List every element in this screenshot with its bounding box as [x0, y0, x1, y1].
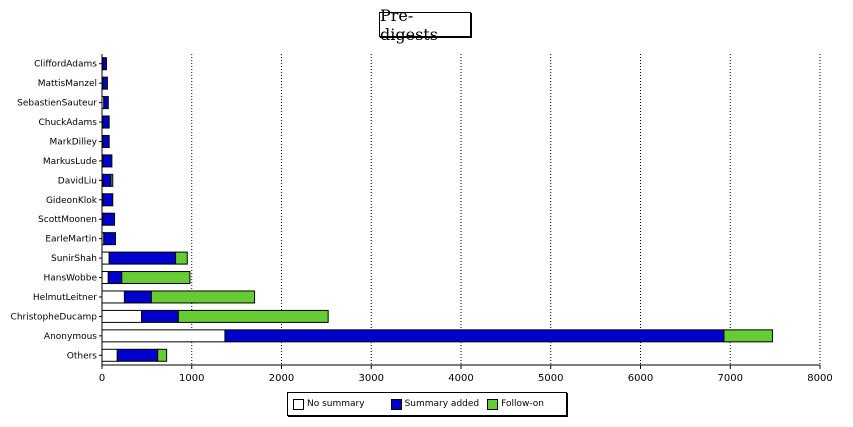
bar-Others-summary-added	[116, 348, 159, 362]
bar-ChristopheDucamp-no-summary	[101, 309, 142, 323]
legend-swatch-no-summary	[293, 398, 304, 410]
category-label: ScottMoonen	[38, 215, 97, 225]
bar-ScottMoonen-summary-added	[102, 212, 116, 226]
x-tick-label: 1000	[179, 373, 204, 384]
legend: No summary Summary added Follow-on	[287, 392, 567, 416]
bar-Others-follow-on	[157, 348, 168, 362]
grid-lines	[191, 54, 821, 365]
bar-Others-no-summary	[101, 348, 118, 362]
legend-label-summary-added: Summary added	[404, 399, 480, 409]
category-label: CliffordAdams	[34, 60, 97, 70]
legend-swatch-follow-on	[487, 398, 499, 410]
bar-DavidLiu-follow-on	[110, 173, 114, 187]
bar-HelmutLeitner-summary-added	[123, 290, 152, 304]
category-label: DavidLiu	[58, 176, 97, 186]
x-tick-labels: 0 1000 2000 3000 4000 5000 6000 7000 8000	[99, 373, 833, 384]
x-tick-label: 5000	[538, 373, 563, 384]
axes	[99, 54, 821, 369]
bar-MarkDilley-summary-added	[102, 134, 110, 148]
bar-MarkusLude-summary-added	[102, 154, 113, 168]
category-label: SunirShah	[51, 254, 97, 264]
legend-swatch-summary-added	[390, 398, 402, 410]
bar-HelmutLeitner-follow-on	[150, 290, 256, 304]
legend-item-no-summary: No summary	[293, 398, 365, 410]
bar-HansWobbe-no-summary	[101, 271, 109, 285]
category-label: MarkDilley	[50, 137, 98, 147]
category-label: MattisManzel	[38, 79, 97, 89]
bar-EarleMartin-summary-added	[103, 232, 116, 246]
bar-SebastienSauteur-summary-added	[103, 96, 109, 110]
bar-HansWobbe-follow-on	[121, 271, 191, 285]
bar-CliffordAdams-summary-added	[102, 57, 107, 71]
chart-title: Pre-digests	[379, 6, 471, 44]
legend-item-summary-added: Summary added	[390, 398, 480, 410]
category-label: ChristopheDucamp	[11, 312, 98, 322]
bar-SunirShah-no-summary	[101, 251, 110, 265]
category-label: ChuckAdams	[38, 118, 97, 128]
bar-Anonymous-follow-on	[723, 329, 773, 343]
bar-ChristopheDucamp-summary-added	[140, 309, 179, 323]
bar-ChristopheDucamp-follow-on	[177, 309, 329, 323]
bar-HelmutLeitner-no-summary	[101, 290, 125, 304]
category-label: EarleMartin	[45, 235, 97, 245]
category-label: SebastienSauteur	[17, 99, 97, 109]
x-tick-label: 8000	[807, 373, 832, 384]
category-label: HelmutLeitner	[33, 293, 97, 303]
bar-Anonymous-summary-added	[224, 329, 725, 343]
bar-MattisManzel-summary-added	[102, 76, 108, 90]
x-tick-label: 4000	[448, 373, 473, 384]
bar-SunirShah-follow-on	[175, 251, 188, 265]
legend-label-follow-on: Follow-on	[501, 399, 544, 409]
bar-ChuckAdams-summary-added	[102, 115, 110, 129]
x-tick-label: 0	[99, 373, 105, 384]
bars	[101, 57, 773, 362]
bar-GideonKlok-summary-added	[102, 193, 114, 207]
legend-item-follow-on: Follow-on	[487, 398, 544, 410]
category-label: MarkusLude	[43, 157, 98, 167]
bar-SunirShah-summary-added	[108, 251, 177, 265]
x-tick-label: 3000	[359, 373, 384, 384]
category-label: HansWobbe	[43, 274, 97, 284]
bar-DavidLiu-summary-added	[102, 173, 112, 187]
bar-Anonymous-no-summary	[101, 329, 226, 343]
category-labels: CliffordAdams MattisManzel SebastienSauteu…	[11, 60, 98, 362]
x-tick-label: 2000	[269, 373, 294, 384]
bar-HansWobbe-summary-added	[107, 271, 123, 285]
x-tick-label: 6000	[628, 373, 653, 384]
category-label: GideonKlok	[46, 196, 98, 206]
category-label: Others	[67, 351, 98, 361]
category-label: Anonymous	[44, 332, 97, 342]
x-tick-label: 7000	[718, 373, 743, 384]
legend-label-no-summary: No summary	[307, 399, 365, 409]
